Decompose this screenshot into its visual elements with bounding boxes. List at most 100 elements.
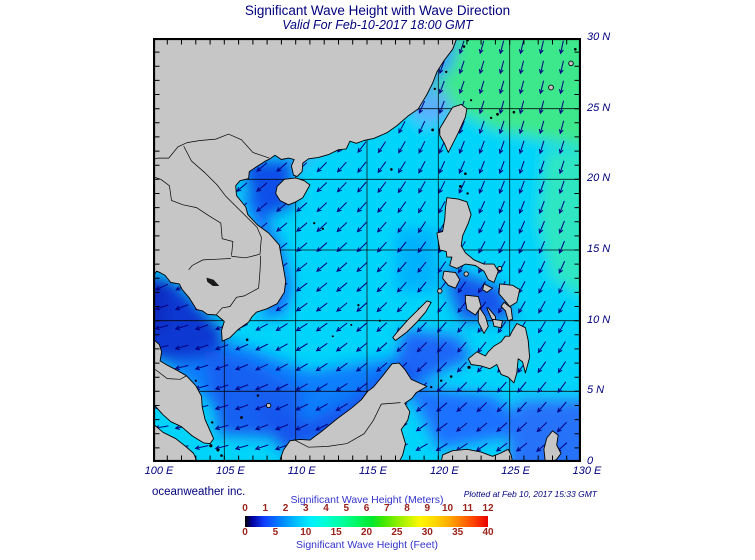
- islet: [574, 48, 577, 51]
- feet-tick: 15: [330, 527, 342, 538]
- feet-tick: 20: [360, 527, 373, 538]
- degree-ticks: [155, 40, 579, 460]
- country-border: [293, 402, 401, 448]
- landmass: [477, 307, 489, 334]
- feet-tick: 35: [452, 527, 464, 538]
- islet: [313, 222, 316, 225]
- feet-tick: 0: [242, 527, 248, 538]
- landmass: [498, 283, 521, 307]
- islet: [464, 172, 467, 175]
- islet: [433, 87, 436, 91]
- meters-tick: 7: [383, 503, 390, 514]
- lon-label: 100 E: [144, 465, 174, 477]
- meters-tick: 2: [282, 503, 289, 514]
- landmass: [436, 197, 499, 283]
- lat-label: 0: [587, 455, 594, 468]
- feet-tick: 5: [272, 527, 279, 538]
- meters-tick: 5: [343, 503, 350, 514]
- country-border: [154, 369, 187, 380]
- islet: [470, 99, 473, 102]
- wave-map-canvas: [153, 38, 581, 462]
- feet-tick: 10: [300, 527, 312, 538]
- islet: [512, 110, 516, 114]
- lon-label: 105 E: [215, 465, 245, 477]
- lat-label: 25 N: [587, 101, 611, 114]
- landmass: [392, 300, 432, 341]
- feet-tick: 30: [421, 527, 433, 538]
- meters-tick: 8: [404, 503, 410, 514]
- islet: [240, 416, 243, 419]
- landmass: [500, 301, 513, 322]
- islet: [220, 454, 223, 457]
- legend-feet-label: Significant Wave Height (Feet): [295, 539, 438, 551]
- islet: [440, 379, 443, 382]
- islet: [548, 84, 554, 91]
- country-border: [216, 255, 262, 315]
- landmass: [464, 294, 482, 316]
- islet: [568, 60, 574, 67]
- country-border: [188, 258, 231, 271]
- meters-tick: 4: [323, 503, 329, 514]
- islet: [489, 116, 493, 120]
- meters-tick: 9: [424, 503, 431, 514]
- islet: [194, 379, 197, 382]
- legend-meters-label: Significant Wave Height (Meters): [290, 494, 444, 506]
- map-frame: [153, 38, 581, 462]
- meters-tick: 11: [462, 503, 474, 514]
- islet: [466, 192, 469, 195]
- islet: [437, 288, 443, 294]
- landmass: [440, 448, 513, 462]
- islet: [216, 448, 220, 452]
- islet: [430, 385, 433, 389]
- lon-label: 120 E: [429, 465, 459, 477]
- islet: [449, 375, 453, 378]
- islet: [390, 168, 393, 171]
- wave-map: [153, 38, 581, 462]
- meters-tick: 6: [363, 503, 370, 514]
- valid-time-subtitle: Valid For Feb-10-2017 18:00 GMT: [282, 18, 473, 32]
- country-border: [154, 176, 234, 256]
- landmass: [439, 103, 468, 153]
- country-border: [153, 133, 270, 160]
- islet: [256, 394, 260, 397]
- wave-height-colorbar: [245, 516, 488, 527]
- meters-tick: 3: [302, 503, 309, 514]
- lat-label: 20 N: [587, 172, 611, 185]
- meters-tick: 10: [441, 503, 454, 514]
- islet: [350, 323, 353, 326]
- landmass: [153, 423, 198, 462]
- plotted-timestamp: Plotted at Feb 10, 2017 15:33 GMT: [463, 489, 597, 499]
- islet: [265, 402, 272, 409]
- islet: [321, 227, 324, 230]
- islet: [209, 444, 213, 448]
- landmass: [467, 323, 531, 384]
- islet: [357, 304, 360, 307]
- islet: [462, 45, 466, 48]
- landmass: [442, 270, 461, 289]
- lat-label: 30 N: [587, 31, 611, 43]
- islet: [467, 365, 471, 369]
- country-border: [231, 253, 261, 259]
- islet: [378, 319, 381, 322]
- islet: [431, 128, 434, 132]
- landmass: [278, 362, 428, 462]
- lon-label: 110 E: [287, 465, 316, 477]
- landmass: [492, 318, 503, 329]
- meters-tick: 12: [482, 503, 494, 514]
- country-border: [183, 145, 262, 255]
- landmass: [482, 283, 493, 293]
- islet: [496, 112, 499, 116]
- oceanweather-credit: oceanweather inc.: [152, 486, 246, 498]
- lake: [206, 277, 220, 286]
- lat-label: 10 N: [587, 313, 611, 326]
- lon-label: 130 E: [572, 465, 602, 477]
- islet: [211, 421, 214, 424]
- landmass: [153, 338, 215, 445]
- islet: [463, 271, 469, 277]
- lon-label: 115 E: [359, 465, 387, 477]
- landmass: [153, 38, 458, 342]
- lon-label: 125 E: [501, 465, 531, 477]
- islet: [445, 70, 448, 74]
- feet-tick: 25: [391, 527, 403, 538]
